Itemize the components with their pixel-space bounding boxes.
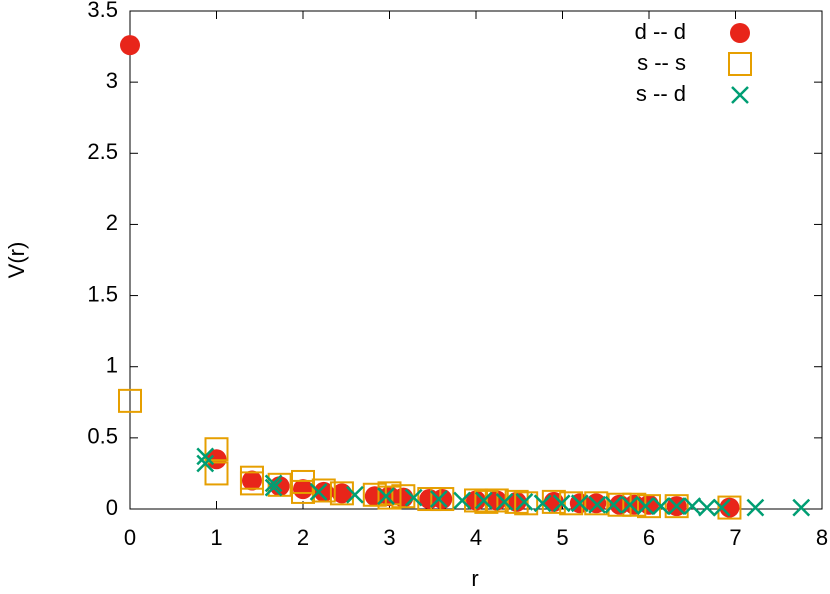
- point: [239, 471, 264, 496]
- point: [636, 497, 655, 516]
- point: [453, 491, 472, 510]
- point: [474, 491, 493, 510]
- x-tick-label: 8: [816, 525, 828, 550]
- point: [484, 488, 509, 513]
- point: [664, 494, 689, 519]
- point: [311, 478, 336, 503]
- point: [552, 494, 571, 513]
- point: [588, 495, 606, 514]
- legend-label: d -- d: [635, 19, 686, 44]
- point: [570, 494, 589, 513]
- x-axis-label: r: [471, 566, 478, 591]
- point: [264, 478, 283, 497]
- legend-label: s -- s: [637, 50, 686, 75]
- x-tick-label: 3: [383, 525, 395, 550]
- legend-marker: [730, 23, 750, 43]
- y-axis-label: V(r): [4, 242, 29, 279]
- y-tick-label: 2: [106, 210, 118, 235]
- point: [432, 489, 453, 510]
- y-tick-label: 0.5: [87, 424, 118, 449]
- y-tick-label: 3.5: [87, 0, 118, 22]
- point: [621, 495, 639, 514]
- point: [241, 470, 262, 491]
- point: [683, 497, 702, 516]
- point: [429, 490, 448, 508]
- point: [746, 498, 765, 517]
- x-tick-label: 1: [210, 525, 222, 550]
- point: [430, 487, 455, 512]
- point: [264, 474, 283, 493]
- legend-marker: [731, 86, 749, 104]
- point: [196, 454, 215, 473]
- point: [267, 472, 292, 497]
- point: [506, 491, 527, 512]
- x-tick-label: 7: [729, 525, 741, 550]
- point: [604, 495, 623, 514]
- point: [533, 494, 552, 513]
- point: [377, 485, 402, 510]
- point: [792, 498, 811, 517]
- point: [719, 497, 740, 518]
- point: [404, 488, 423, 507]
- point: [584, 491, 609, 516]
- y-tick-label: 3: [106, 68, 118, 93]
- y-tick-label: 1.5: [87, 281, 118, 306]
- point: [120, 35, 140, 56]
- x-tick-label: 0: [124, 525, 136, 550]
- point: [495, 493, 514, 511]
- point: [196, 447, 215, 466]
- y-tick-label: 0: [106, 495, 118, 520]
- x-tick-label: 5: [556, 525, 568, 550]
- point: [652, 497, 670, 516]
- point: [204, 437, 229, 462]
- point: [346, 485, 364, 504]
- legend-label: s -- d: [636, 81, 686, 106]
- plot-frame: [129, 10, 823, 510]
- point: [667, 497, 686, 516]
- y-tick-label: 2.5: [87, 139, 118, 164]
- point: [698, 498, 716, 517]
- point: [291, 479, 315, 504]
- legend-marker: [728, 52, 752, 76]
- point: [293, 479, 313, 500]
- point: [712, 498, 731, 517]
- point: [204, 461, 229, 486]
- point: [118, 388, 142, 413]
- point: [515, 493, 534, 511]
- point: [309, 483, 328, 501]
- x-tick-label: 4: [470, 525, 482, 550]
- point: [313, 481, 334, 502]
- point: [514, 491, 539, 516]
- y-tick-label: 1: [106, 353, 118, 378]
- x-tick-label: 2: [297, 525, 309, 550]
- x-tick-label: 6: [643, 525, 655, 550]
- point: [377, 487, 395, 506]
- point: [717, 495, 742, 520]
